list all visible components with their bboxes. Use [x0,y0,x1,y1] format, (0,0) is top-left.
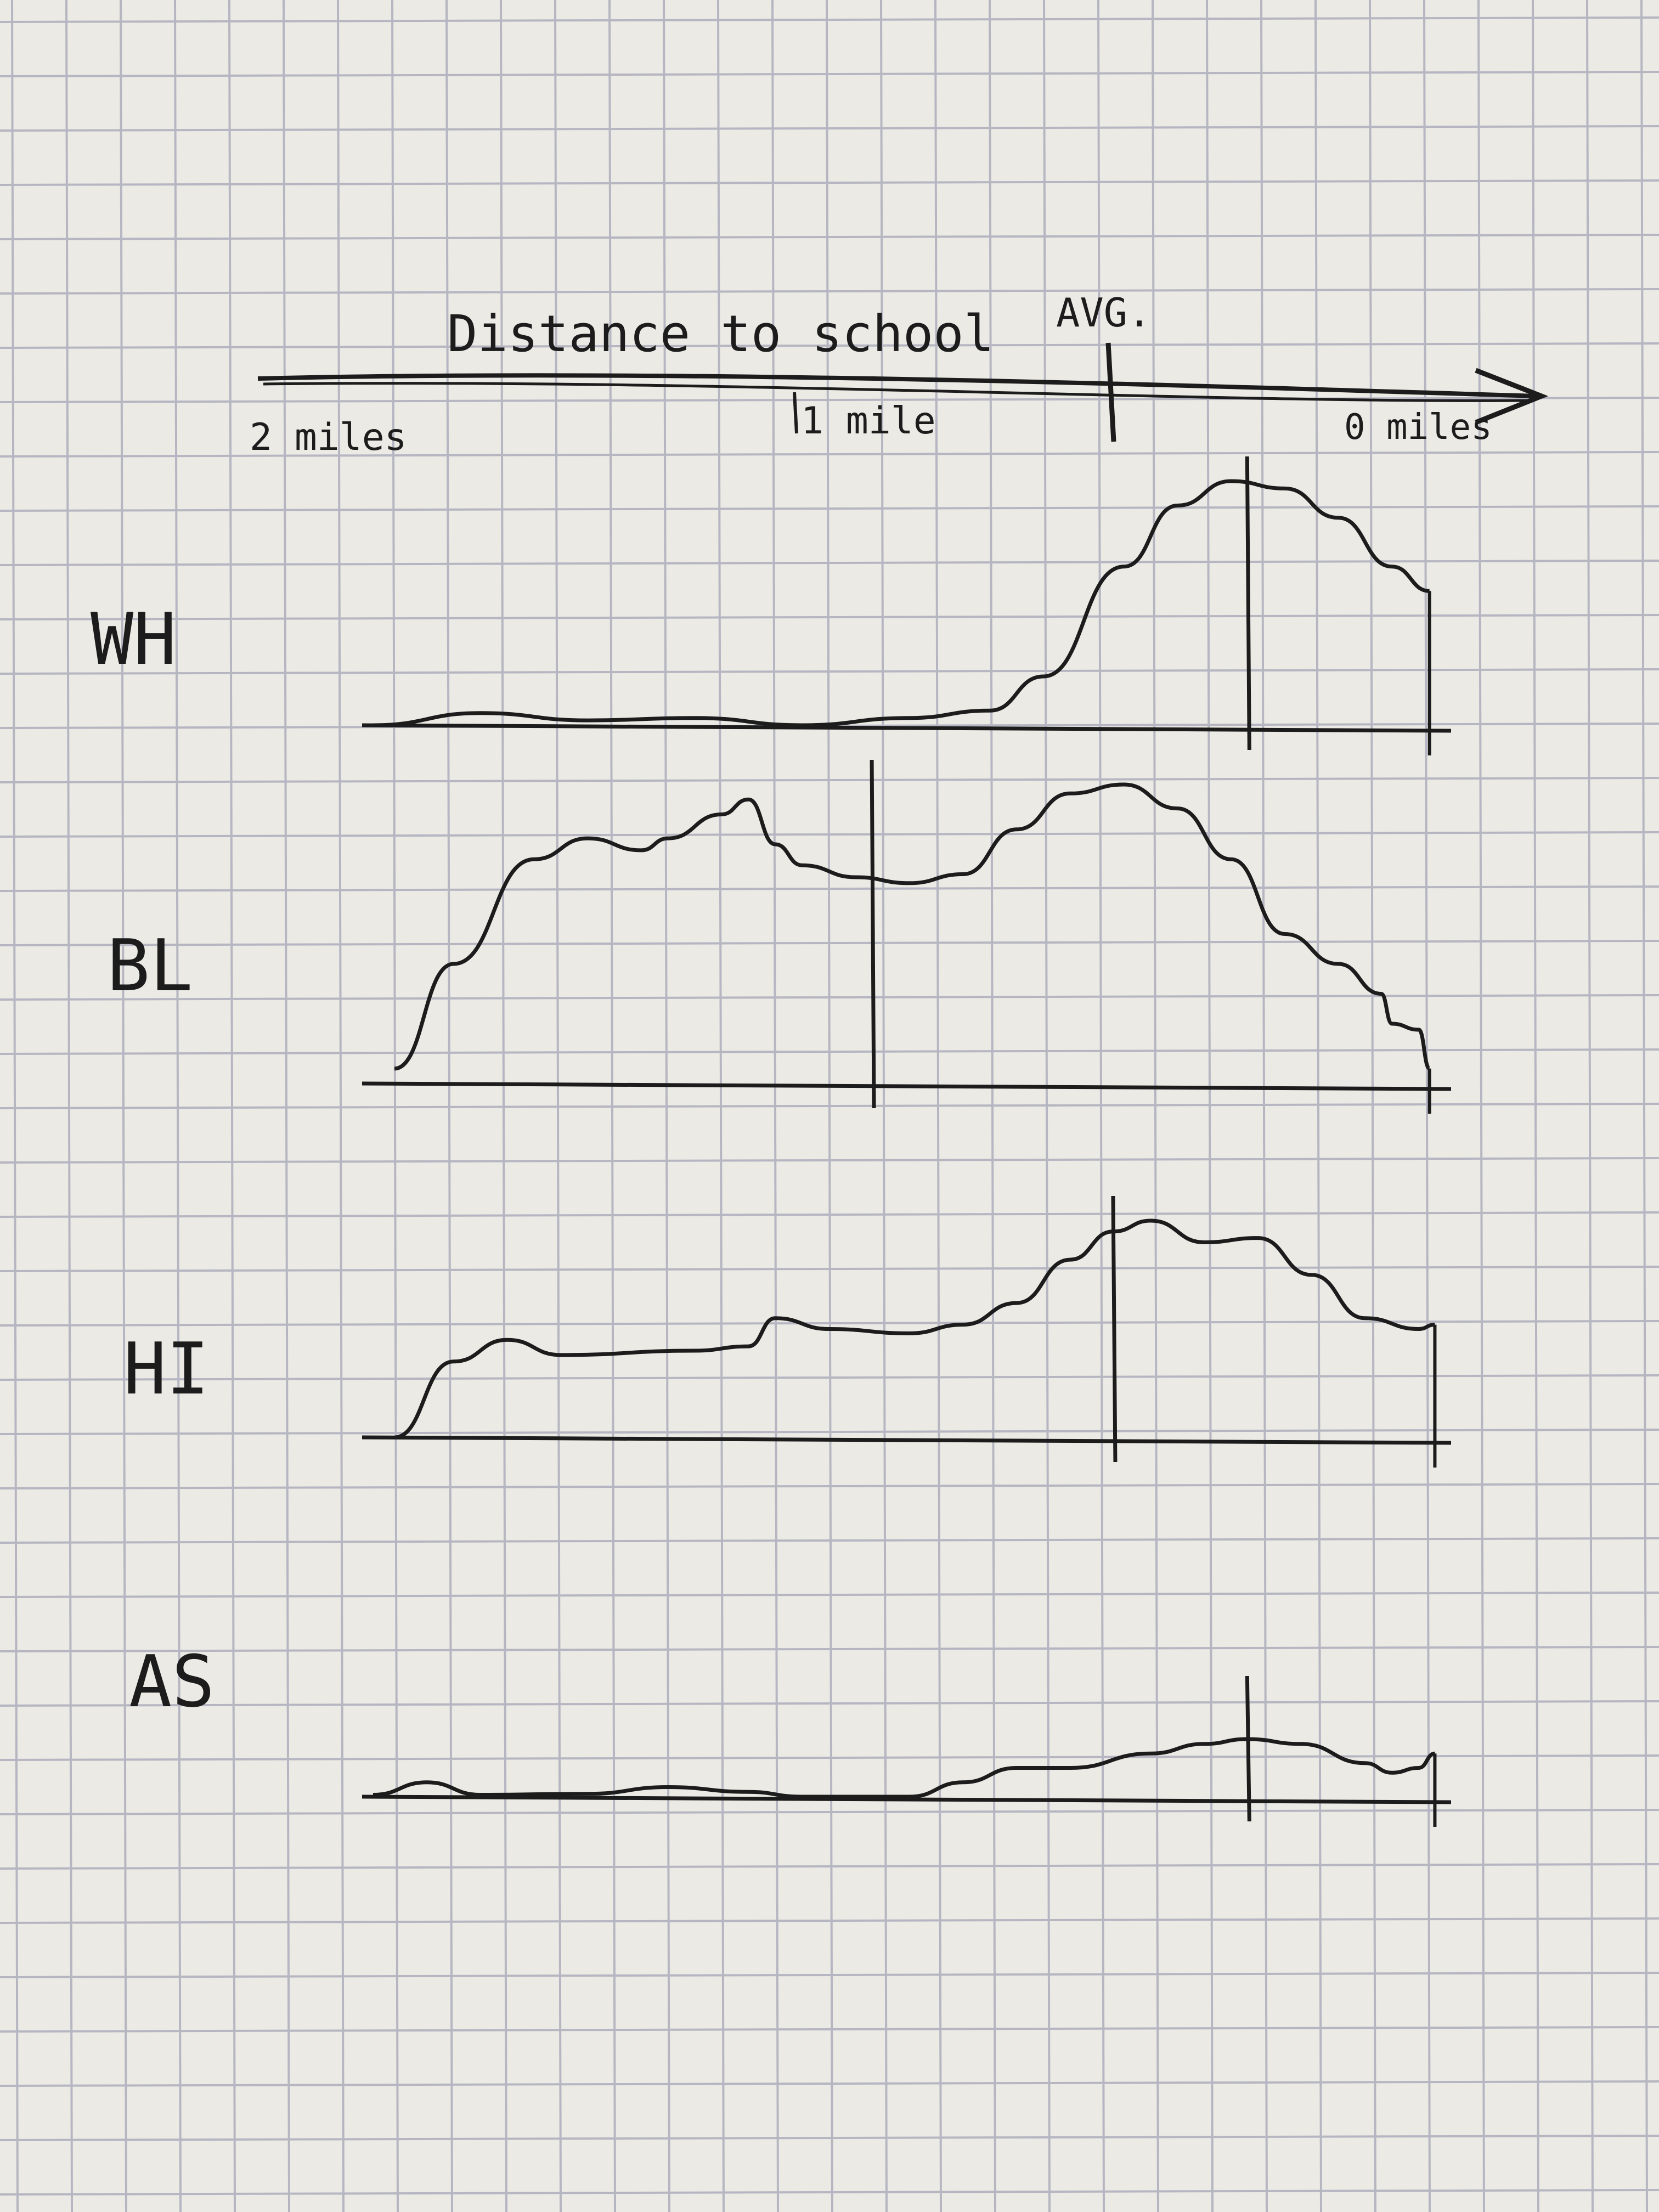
grid-line-horizontal [0,885,1659,892]
grid-line-horizontal [0,1266,1659,1272]
grid-line-vertical [283,0,290,2212]
grid-line-vertical [228,0,236,2212]
grid-line-vertical [1314,0,1322,2212]
panel-baseline [362,1081,1452,1091]
series-label-wh: WH [91,597,177,681]
density-curve-hi [394,1218,1435,1440]
grid-line-horizontal [0,1754,1659,1761]
grid-line-vertical [1369,0,1376,2212]
grid-line-horizontal [0,1700,1659,1707]
grid-line-horizontal [0,1972,1659,1978]
grid-line-horizontal [0,451,1659,458]
grid-line-horizontal [0,1429,1659,1435]
grid-line-horizontal [0,16,1659,23]
grid-line-horizontal [0,1211,1659,1218]
grid-line-horizontal [0,2189,1659,2196]
density-curve-as [373,1737,1436,1799]
end-label: 0 miles [1344,407,1492,448]
grid-line-vertical [1423,0,1431,2212]
grid-line-horizontal [0,1809,1659,1815]
axis-title: Distance to school [447,304,994,363]
panel-baseline [362,723,1452,733]
grid-line-vertical [1640,0,1648,2212]
avg-line-hi [1111,1195,1118,1463]
grid-line-horizontal [0,1483,1659,1489]
panel-baseline [362,1435,1452,1445]
grid-line-vertical [174,0,182,2212]
grid-line-horizontal [0,71,1659,77]
grid-line-horizontal [0,1157,1659,1164]
grid-line-horizontal [0,1863,1659,1870]
mid-label: 1 mile [801,399,936,443]
mid-tick [793,392,798,434]
avg-tick [1105,342,1116,442]
grid-line-horizontal [0,614,1659,620]
grid-line-horizontal [0,125,1659,132]
grid-line-vertical [1586,0,1594,2212]
avg-line-wh [1245,456,1251,751]
avg-line-as [1245,1675,1251,1822]
grid-line-horizontal [0,179,1659,186]
axis-line [257,373,1537,398]
series-label-bl: BL [107,924,193,1007]
grid-line-horizontal [0,940,1659,946]
grid-line-horizontal [0,342,1659,349]
avg-label: AVG. [1056,290,1151,336]
grid-line-horizontal [0,1048,1659,1055]
grid-line-horizontal [0,2080,1659,2087]
panel-bl: BL [107,759,1452,1114]
grid-line-horizontal [0,288,1659,295]
distance-axis: Distance to school AVG. 2 miles 1 mile 0… [250,290,1549,459]
series-label-hi: HI [123,1327,210,1410]
grid-line-vertical [1260,0,1268,2212]
grid-line-horizontal [0,1592,1659,1598]
panel-hi: HI [123,1195,1452,1468]
axis-line-stroke-2 [263,382,1531,402]
grid-line-vertical [11,0,19,2212]
grid-line-horizontal [0,2135,1659,2141]
grid-line-horizontal [0,1917,1659,1924]
grid-line-horizontal [0,1103,1659,1109]
axis-arrowhead-icon [1475,368,1549,425]
grid-line-horizontal [0,234,1659,240]
grid-line-horizontal [0,1537,1659,1544]
grid-line-horizontal [0,831,1659,838]
panel-wh: WH [91,456,1452,755]
grid-line-vertical [1477,0,1485,2212]
grid-line-vertical [120,0,127,2212]
grid-line-horizontal [0,505,1659,512]
grid-line-horizontal [0,668,1659,675]
grid-line-vertical [337,0,345,2212]
grid-line-vertical [1532,0,1539,2212]
panel-as: AS [129,1640,1452,1827]
series-label-as: AS [129,1640,215,1723]
density-curve-wh [373,479,1430,727]
grid-line-horizontal [0,777,1659,783]
grid-line-vertical [65,0,73,2212]
avg-line-bl [870,759,876,1109]
grid-line-horizontal [0,2026,1659,2033]
grid-line-horizontal [0,1646,1659,1652]
series-panels: WH BL HI AS [91,456,1452,1827]
grid-line-horizontal [0,560,1659,566]
start-label: 2 miles [250,416,407,459]
density-curve-bl [394,782,1431,1071]
panel-baseline [362,1795,1452,1804]
grid-line-vertical [391,0,399,2212]
grid-line-horizontal [0,397,1659,403]
grid-line-horizontal [0,1374,1659,1381]
